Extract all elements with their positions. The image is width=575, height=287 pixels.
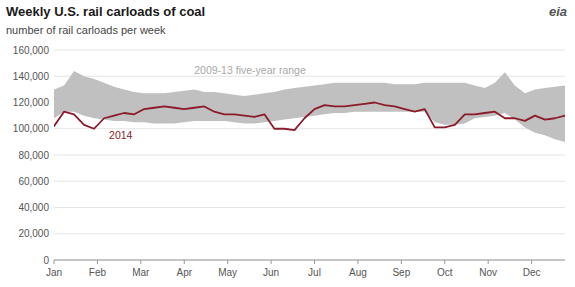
y-tick-label: 100,000: [13, 123, 50, 134]
plot-area: [54, 71, 565, 142]
y-tick-label: 20,000: [18, 228, 49, 239]
grid-line: [54, 233, 565, 234]
y-tick-label: 0: [43, 255, 49, 266]
x-tick-label: Nov: [479, 267, 497, 278]
x-tick-label: Sep: [392, 267, 410, 278]
x-tick-label: Dec: [523, 267, 541, 278]
subtitle: number of rail carloads per week: [6, 24, 166, 36]
x-tick: [314, 260, 315, 264]
x-tick: [140, 260, 141, 264]
annotation: 2014: [109, 129, 133, 141]
y-tick-label: 40,000: [18, 202, 49, 213]
title: Weekly U.S. rail carloads of coal: [6, 4, 205, 19]
y-tick-label: 80,000: [18, 150, 49, 161]
x-tick: [184, 260, 185, 264]
x-tick: [357, 260, 358, 264]
logo: eia: [549, 4, 567, 19]
x-tick-label: Jun: [263, 267, 279, 278]
grid: [54, 50, 565, 260]
x-tick: [401, 260, 402, 264]
x-tick-label: Apr: [176, 267, 192, 278]
x-tick: [488, 260, 489, 264]
x-tick-label: May: [218, 267, 237, 278]
x-tick: [227, 260, 228, 264]
grid-line: [54, 50, 565, 51]
x-tick-label: Oct: [437, 267, 453, 278]
grid-line: [54, 181, 565, 182]
x-tick: [271, 260, 272, 264]
y-tick-label: 160,000: [13, 45, 50, 56]
x-tick-label: Aug: [349, 267, 367, 278]
x-tick-label: Mar: [132, 267, 150, 278]
range-area: [54, 71, 565, 142]
chart: Weekly U.S. rail carloads of coal number …: [0, 0, 575, 287]
y-tick-label: 140,000: [13, 71, 50, 82]
y-tick-label: 120,000: [13, 97, 50, 108]
grid-line: [54, 76, 565, 77]
line-2014: [54, 103, 565, 131]
x-tick-label: Jul: [308, 267, 321, 278]
annotation: 2009-13 five-year range: [194, 64, 306, 76]
x-tick: [531, 260, 532, 264]
x-tick: [444, 260, 445, 264]
y-tick-label: 60,000: [18, 176, 49, 187]
grid-line: [54, 207, 565, 208]
x-tick: [54, 260, 55, 264]
x-tick-label: Feb: [89, 267, 107, 278]
x-tick-label: Jan: [46, 267, 62, 278]
x-tick: [97, 260, 98, 264]
grid-line: [54, 155, 565, 156]
